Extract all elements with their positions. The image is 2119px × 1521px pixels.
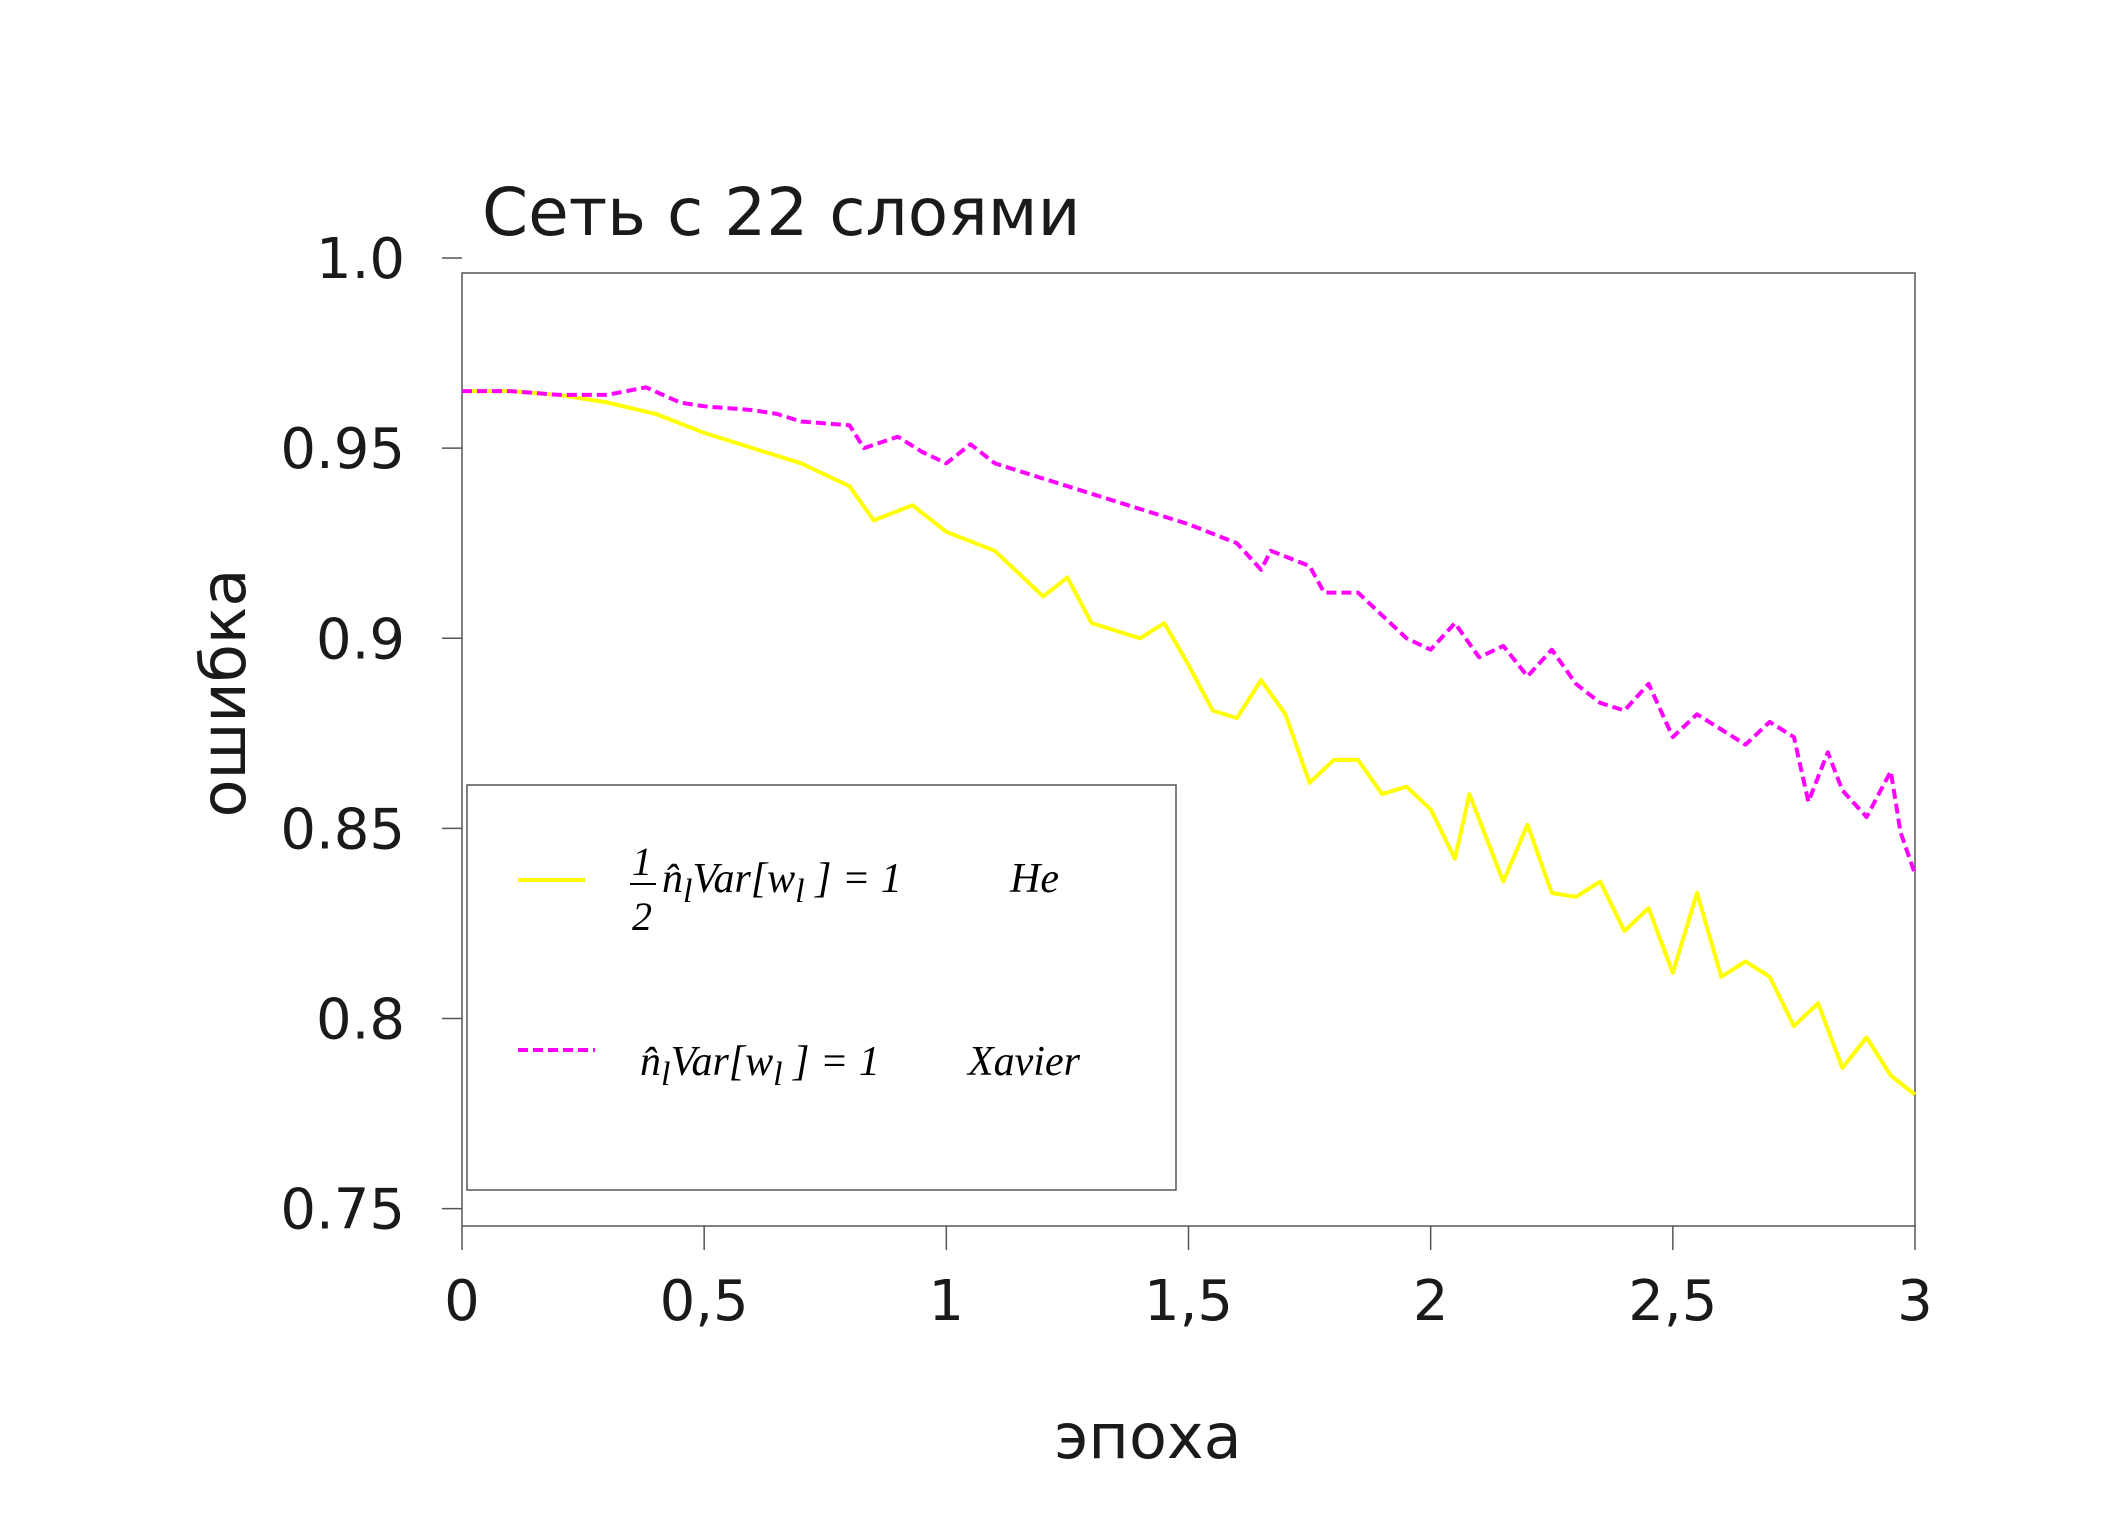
legend: 1 2 n̂lVar[wl ] = 1 He n̂lVar[wl ] = 1 X… <box>466 784 1177 1191</box>
y-tick-label: 0.95 <box>280 417 405 482</box>
x-tick-label: 2 <box>1413 1269 1449 1334</box>
x-tick-label: 3 <box>1897 1269 1933 1334</box>
legend-frac-den: 2 <box>632 894 652 939</box>
x-tick-label: 0 <box>444 1269 480 1334</box>
y-tick-label: 0.8 <box>316 988 405 1053</box>
legend-expr-xavier: n̂lVar[wl ] = 1 <box>640 1039 880 1093</box>
x-axis-label: эпоха <box>1054 1400 1241 1473</box>
legend-method-he: He <box>1009 856 1059 902</box>
series-line-xavier <box>462 385 1917 875</box>
x-tick-label: 1,5 <box>1144 1269 1233 1334</box>
y-axis-label: ошибка <box>187 569 260 818</box>
series-line-he <box>462 389 1917 1097</box>
legend-label-he: 1 2 n̂lVar[wl ] = 1 He <box>630 839 1059 939</box>
y-tick-label: 1.0 <box>316 227 405 292</box>
x-axis: 0 0,5 1 1,5 2 2,5 3 <box>444 1226 1933 1334</box>
y-tick-label: 0.75 <box>280 1178 405 1243</box>
legend-method-xavier: Xavier <box>966 1039 1081 1085</box>
legend-frac-num: 1 <box>632 839 652 884</box>
x-tick-label: 1 <box>929 1269 965 1334</box>
y-tick-label: 0.85 <box>280 797 405 862</box>
legend-label-xavier: n̂lVar[wl ] = 1 Xavier <box>640 1039 1081 1093</box>
series-lines <box>462 385 1917 1097</box>
chart-title: Сеть с 22 слоями <box>482 174 1080 251</box>
legend-box <box>466 784 1177 1191</box>
x-tick-label: 0,5 <box>660 1269 749 1334</box>
y-axis: 1.0 0.95 0.9 0.85 0.8 0.75 <box>280 227 462 1243</box>
x-tick-label: 2,5 <box>1628 1269 1717 1334</box>
y-tick-label: 0.9 <box>316 607 405 672</box>
legend-expr-he: n̂lVar[wl ] = 1 <box>662 856 902 910</box>
